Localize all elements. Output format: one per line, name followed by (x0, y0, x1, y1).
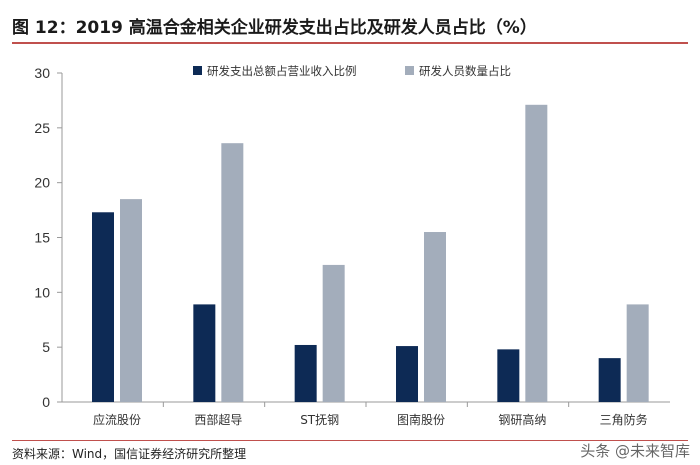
legend-swatch (193, 66, 202, 75)
bar-rd-staff-ratio (525, 104, 548, 402)
y-tick-label: 0 (42, 394, 50, 410)
x-tick-label: 应流股份 (93, 412, 141, 427)
chart-title: 图 12：2019 高温合金相关企业研发支出占比及研发人员占比（%） (12, 17, 537, 38)
bar-rd-staff-ratio (626, 304, 649, 402)
x-tick-label: 图南股份 (397, 412, 445, 427)
bar-rd-expense-ratio (598, 358, 621, 402)
y-tick-label: 5 (42, 339, 50, 355)
y-tick-label: 10 (34, 284, 50, 300)
bar-rd-expense-ratio (193, 304, 216, 402)
bar-rd-expense-ratio (92, 212, 114, 402)
legend-label: 研发人员数量占比 (419, 64, 511, 78)
x-tick-label: ST抚钢 (300, 413, 339, 427)
x-tick-label: 钢研高纳 (498, 412, 546, 427)
y-tick-label: 15 (34, 230, 50, 246)
x-tick-label: 三角防务 (600, 412, 648, 427)
bar-chart: 0 5 10 15 20 25 30 应流股份 西部超导 ST抚钢 图南股份 钢研高纳 三角防务 研发支出… (34, 64, 670, 427)
source-note: 资料来源：Wind，国信证券经济研究所整理 (12, 440, 688, 462)
y-tick-label: 30 (34, 65, 50, 81)
legend-label: 研发支出总额占营业收入比例 (207, 64, 357, 78)
watermark: 头条 @未来智库 (580, 442, 690, 460)
bar-rd-expense-ratio (497, 349, 520, 402)
bar-rd-staff-ratio (322, 264, 345, 402)
title-bar: 图 12：2019 高温合金相关企业研发支出占比及研发人员占比（%） (12, 8, 688, 44)
bar-rd-expense-ratio (294, 344, 317, 402)
bar-rd-staff-ratio (424, 232, 446, 402)
chart-area: 0 5 10 15 20 25 30 应流股份 西部超导 ST抚钢 图南股份 钢研高纳 三角防务 研发支出… (0, 48, 700, 438)
bar-rd-expense-ratio (396, 346, 418, 402)
y-tick-label: 25 (34, 120, 50, 136)
bar-rd-staff-ratio (120, 199, 142, 402)
y-tick-label: 20 (34, 175, 50, 191)
x-tick-label: 西部超导 (194, 412, 242, 427)
bar-rd-staff-ratio (221, 143, 244, 402)
legend-swatch (405, 66, 414, 75)
